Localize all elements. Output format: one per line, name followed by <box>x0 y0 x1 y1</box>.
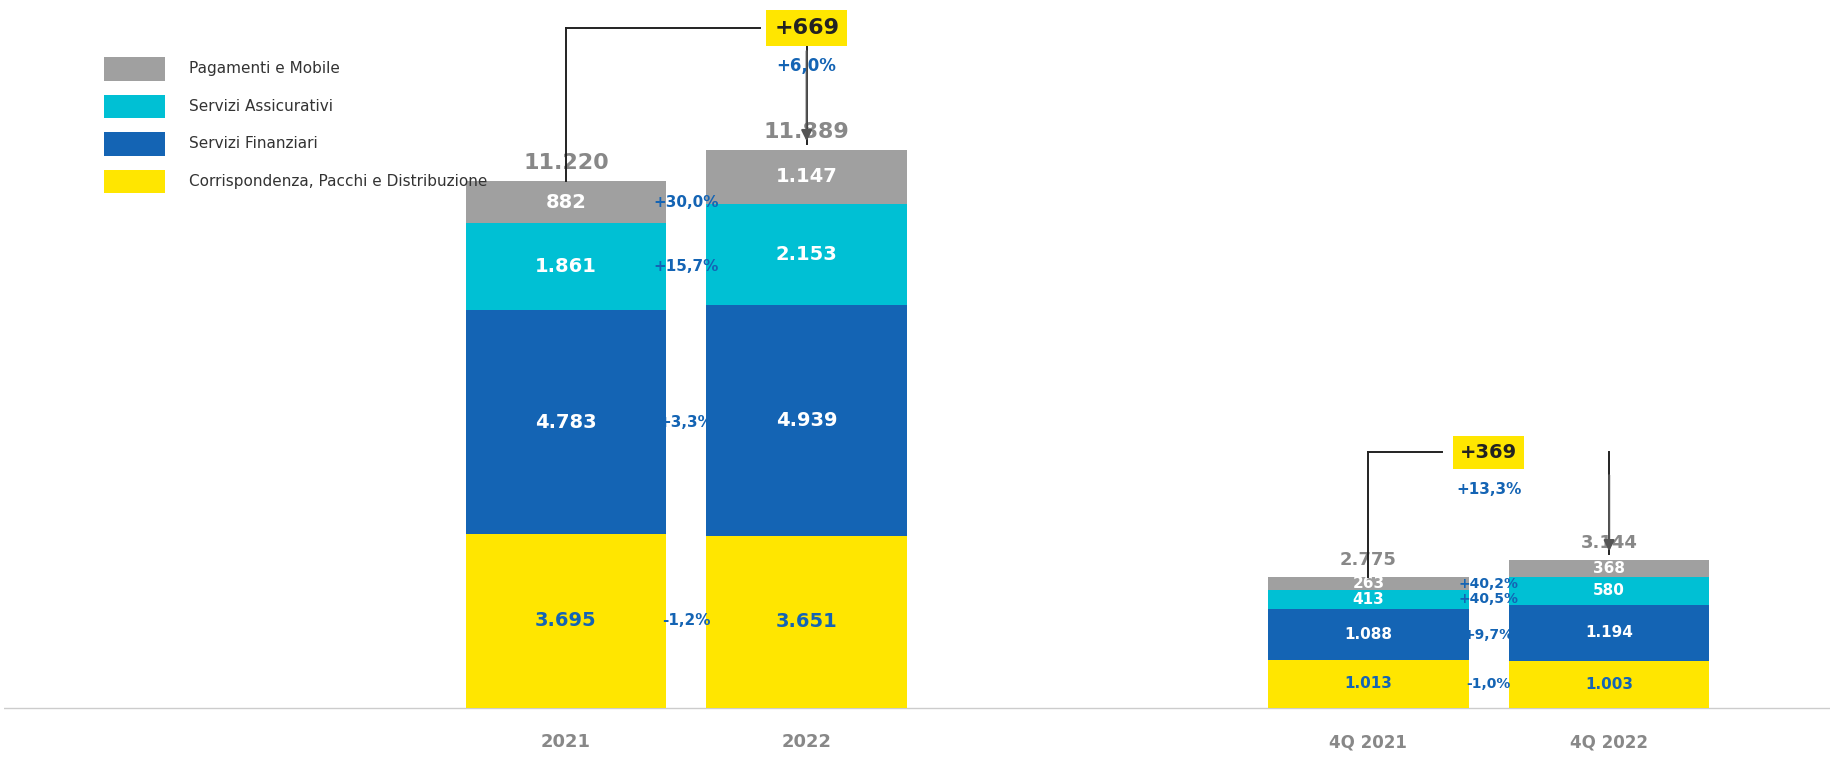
Text: 2022: 2022 <box>781 734 831 752</box>
Bar <box>1509 661 1709 708</box>
Bar <box>1267 660 1469 708</box>
Text: -1,0%: -1,0% <box>1467 677 1511 691</box>
Text: -1,2%: -1,2% <box>662 613 710 628</box>
Text: 1.003: 1.003 <box>1585 677 1632 692</box>
Text: 1.194: 1.194 <box>1585 625 1632 640</box>
Text: +9,7%: +9,7% <box>1464 628 1513 642</box>
FancyBboxPatch shape <box>105 58 165 80</box>
Text: Corrispondenza, Pacchi e Distribuzione: Corrispondenza, Pacchi e Distribuzione <box>189 174 488 189</box>
Text: +669: +669 <box>774 18 840 38</box>
Text: 1.147: 1.147 <box>776 167 838 186</box>
Text: 263: 263 <box>1352 576 1385 591</box>
Text: 4Q 2022: 4Q 2022 <box>1570 734 1649 752</box>
Text: 368: 368 <box>1594 561 1625 576</box>
Bar <box>1509 560 1709 578</box>
Bar <box>466 534 666 708</box>
Text: +6,0%: +6,0% <box>778 57 836 75</box>
Text: 413: 413 <box>1352 592 1385 607</box>
FancyBboxPatch shape <box>105 132 165 156</box>
Text: +40,2%: +40,2% <box>1458 577 1519 590</box>
Text: 3.144: 3.144 <box>1581 534 1638 552</box>
Text: 4.783: 4.783 <box>536 413 596 431</box>
Text: 2.775: 2.775 <box>1341 551 1398 569</box>
Text: +369: +369 <box>1460 443 1517 462</box>
Text: +15,7%: +15,7% <box>653 259 719 274</box>
Bar <box>706 204 908 305</box>
Text: 2021: 2021 <box>541 734 591 752</box>
Text: Pagamenti e Mobile: Pagamenti e Mobile <box>189 61 339 76</box>
Text: +3,3%: +3,3% <box>658 415 713 430</box>
Bar <box>1267 578 1469 590</box>
Bar <box>466 182 666 223</box>
Bar <box>706 305 908 537</box>
Bar <box>1267 609 1469 660</box>
Text: 2.153: 2.153 <box>776 245 838 263</box>
Bar <box>466 223 666 310</box>
Text: +30,0%: +30,0% <box>653 195 719 210</box>
Text: 882: 882 <box>545 192 587 211</box>
Text: +40,5%: +40,5% <box>1458 593 1519 606</box>
Text: 11.889: 11.889 <box>763 122 849 142</box>
Bar <box>1509 578 1709 605</box>
Text: 1.013: 1.013 <box>1344 676 1392 691</box>
Bar <box>706 537 908 708</box>
FancyBboxPatch shape <box>105 170 165 193</box>
Text: 4Q 2021: 4Q 2021 <box>1330 734 1407 752</box>
Text: 1.861: 1.861 <box>536 257 596 276</box>
FancyBboxPatch shape <box>105 95 165 118</box>
Text: Servizi Finanziari: Servizi Finanziari <box>189 136 317 151</box>
Text: 580: 580 <box>1594 584 1625 599</box>
Bar <box>1509 605 1709 661</box>
Text: 1.088: 1.088 <box>1344 627 1392 642</box>
Bar <box>706 150 908 204</box>
Text: 3.695: 3.695 <box>536 612 596 631</box>
Text: 11.220: 11.220 <box>523 153 609 173</box>
Bar <box>466 310 666 534</box>
Text: +13,3%: +13,3% <box>1456 482 1522 497</box>
Text: 4.939: 4.939 <box>776 411 838 430</box>
Text: 3.651: 3.651 <box>776 612 838 631</box>
Bar <box>1267 590 1469 609</box>
Text: Servizi Assicurativi: Servizi Assicurativi <box>189 99 332 114</box>
